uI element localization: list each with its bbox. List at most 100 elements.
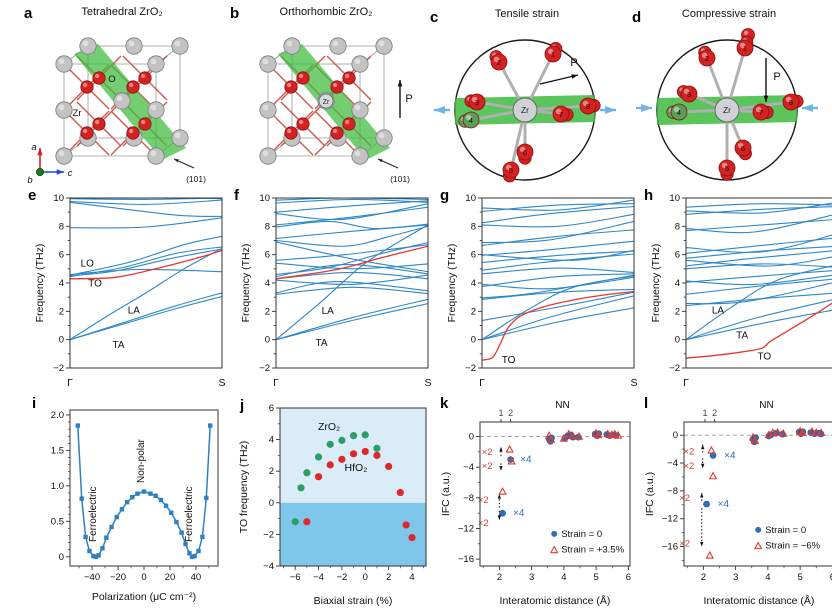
svg-text:×2: ×2 — [478, 518, 489, 529]
svg-text:3: 3 — [733, 572, 738, 583]
panel-g-phonon-chart: −2 0 2 4 6 8 10 Γ S Frequency (THz) TO — [444, 192, 644, 399]
svg-text:TA: TA — [736, 330, 748, 341]
panel-label-k: k — [440, 395, 449, 412]
svg-text:Frequency (THz): Frequency (THz) — [650, 244, 662, 323]
svg-text:2: 2 — [497, 58, 501, 67]
svg-text:1.5: 1.5 — [51, 445, 64, 456]
svg-text:−2: −2 — [336, 572, 347, 583]
svg-text:8: 8 — [59, 221, 64, 232]
chart-f: −2 0 2 4 6 8 10 Γ S Frequency (THz) LA TA — [240, 193, 432, 389]
svg-text:a: a — [31, 142, 36, 153]
svg-text:3: 3 — [475, 98, 479, 107]
svg-text:−4: −4 — [263, 561, 274, 572]
svg-text:−40: −40 — [84, 572, 100, 583]
svg-text:20: 20 — [165, 572, 176, 583]
crystal-svg-b: (101) Zr P — [259, 37, 413, 184]
svg-text:S: S — [218, 377, 225, 389]
svg-text:c: c — [68, 168, 73, 179]
svg-text:1: 1 — [743, 44, 747, 53]
panel-k-ifc-chart: ×2 ×2 ×2 ×2 ×4 ×4 0 −4 −8 −12 −16 2 3 4 5 6 1 2 NN Strain =… — [438, 398, 638, 613]
svg-text:Zr: Zr — [723, 105, 731, 115]
svg-text:NN: NN — [759, 400, 773, 411]
panel-e-phonon-chart: −2 0 2 4 6 8 10 Γ S Frequency (THz) LO TO LA TA — [32, 192, 232, 399]
svg-text:LA: LA — [712, 305, 725, 316]
svg-text:Strain = −6%: Strain = −6% — [765, 540, 820, 551]
svg-text:−2: −2 — [669, 363, 680, 374]
panel-label-f: f — [234, 187, 239, 204]
chart-j: ZrO₂ HfO₂ −4 −2 0 2 4 6 −6 −4 −2 0 2 4 Biaxial strain … — [238, 403, 427, 607]
svg-text:2: 2 — [497, 572, 502, 583]
panel-c-strain-diagram: 1 2 3 4 5 6 7 8 Zr P — [428, 22, 626, 195]
panel-label-l: l — [644, 395, 649, 412]
svg-text:−4: −4 — [313, 572, 324, 583]
svg-text:×4: ×4 — [513, 508, 525, 519]
svg-text:−12: −12 — [662, 514, 678, 525]
svg-text:7: 7 — [759, 108, 763, 117]
svg-text:Γ: Γ — [479, 377, 485, 389]
svg-text:2: 2 — [705, 54, 709, 63]
svg-text:(101): (101) — [186, 174, 206, 184]
svg-text:Strain = 0: Strain = 0 — [765, 525, 806, 536]
panel-d-title: Compressive strain — [681, 8, 777, 20]
svg-text:6: 6 — [741, 144, 745, 153]
svg-text:3: 3 — [687, 90, 691, 99]
svg-text:2: 2 — [59, 306, 64, 317]
panel-b-title: Orthorhombic ZrO₂ — [279, 6, 373, 18]
svg-text:5: 5 — [593, 572, 598, 583]
svg-text:0: 0 — [59, 552, 64, 563]
svg-text:Polarization (μC cm⁻²): Polarization (μC cm⁻²) — [92, 591, 196, 603]
svg-text:P: P — [405, 93, 412, 105]
svg-text:Biaxial strain (%): Biaxial strain (%) — [314, 595, 393, 607]
svg-text:2.0: 2.0 — [51, 410, 64, 421]
svg-text:TO: TO — [502, 355, 516, 366]
svg-text:LA: LA — [128, 305, 141, 316]
svg-text:5: 5 — [797, 572, 802, 583]
svg-text:NN: NN — [555, 400, 569, 411]
svg-text:−4: −4 — [667, 458, 678, 469]
svg-text:0: 0 — [469, 432, 474, 443]
svg-text:−2: −2 — [53, 363, 64, 374]
svg-text:10: 10 — [53, 193, 64, 204]
svg-text:2: 2 — [269, 466, 274, 477]
svg-text:−12: −12 — [458, 523, 474, 534]
svg-text:2: 2 — [265, 306, 270, 317]
panel-label-a: a — [24, 5, 33, 22]
svg-text:LO: LO — [81, 259, 95, 270]
svg-text:−2: −2 — [465, 363, 476, 374]
svg-text:−20: −20 — [110, 572, 126, 583]
svg-text:0: 0 — [471, 335, 476, 346]
svg-text:5: 5 — [509, 166, 513, 175]
chart-i: 0 0.5 1.0 1.5 2.0 −40 −20 0 20 40 Polarization (μC… — [51, 409, 219, 603]
svg-text:8: 8 — [265, 221, 270, 232]
svg-text:×2: ×2 — [679, 539, 690, 550]
panel-label-e: e — [28, 187, 37, 204]
svg-text:1: 1 — [702, 408, 707, 418]
svg-text:4: 4 — [265, 278, 270, 289]
svg-text:Frequency (THz): Frequency (THz) — [446, 244, 458, 323]
svg-text:2: 2 — [675, 306, 680, 317]
svg-text:4: 4 — [59, 278, 64, 289]
svg-text:6: 6 — [626, 572, 631, 583]
svg-text:2: 2 — [508, 408, 513, 418]
svg-text:6: 6 — [523, 148, 527, 157]
svg-text:8: 8 — [586, 102, 590, 111]
chart-g: −2 0 2 4 6 8 10 Γ S Frequency (THz) TO — [446, 193, 638, 389]
svg-text:Frequency (THz): Frequency (THz) — [34, 244, 46, 323]
svg-text:1: 1 — [551, 50, 555, 59]
svg-text:Zr: Zr — [521, 105, 529, 115]
svg-text:6: 6 — [265, 250, 270, 261]
svg-text:5: 5 — [725, 164, 729, 173]
svg-text:Non-polar: Non-polar — [136, 438, 147, 483]
svg-text:1: 1 — [498, 408, 503, 418]
svg-text:−4: −4 — [463, 462, 474, 473]
svg-text:10: 10 — [259, 193, 270, 204]
svg-text:6: 6 — [59, 250, 64, 261]
panel-label-b: b — [230, 5, 240, 22]
panel-i-doublewell-chart: 0 0.5 1.0 1.5 2.0 −40 −20 0 20 40 Polarization (μC… — [30, 400, 230, 611]
panel-j-strain-scatter-chart: ZrO₂ HfO₂ −4 −2 0 2 4 6 −6 −4 −2 0 2 4 Biaxial strain … — [236, 400, 434, 613]
svg-text:TA: TA — [113, 340, 125, 351]
svg-text:10: 10 — [465, 193, 476, 204]
svg-text:TA: TA — [316, 338, 328, 349]
